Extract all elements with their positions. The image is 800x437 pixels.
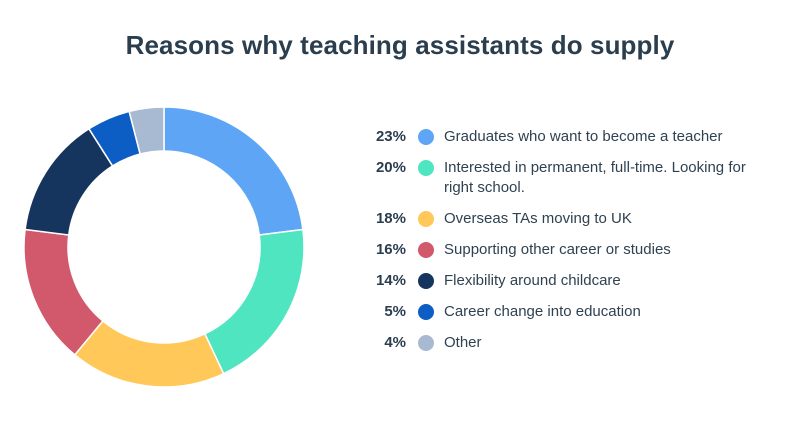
donut-slice — [163, 106, 304, 236]
donut-slice — [73, 319, 225, 388]
legend-label: Interested in permanent, full-time. Look… — [444, 159, 746, 196]
legend-percent: 4% — [384, 334, 406, 351]
legend-label: Graduates who want to become a teacher — [444, 128, 723, 145]
legend-percent: 16% — [375, 241, 406, 258]
legend-percent: 18% — [375, 210, 406, 227]
legend-item: 14% Flexibility around childcare — [360, 271, 780, 291]
legend-color-dot — [418, 304, 434, 320]
legend-label: Flexibility around childcare — [444, 272, 621, 289]
legend-color-dot — [418, 211, 434, 227]
legend-label: Overseas TAs moving to UK — [444, 210, 632, 227]
donut-chart — [23, 106, 305, 388]
legend-color-dot — [418, 160, 434, 176]
legend-item: 16% Supporting other career or studies — [360, 240, 780, 260]
donut-slice — [203, 228, 305, 375]
legend-label: Supporting other career or studies — [444, 241, 671, 258]
legend-color-dot — [418, 242, 434, 258]
legend-color-dot — [418, 273, 434, 289]
legend-percent: 5% — [384, 303, 406, 320]
legend-item: 4% Other — [360, 333, 780, 353]
legend-color-dot — [418, 129, 434, 145]
legend-percent: 23% — [375, 128, 406, 145]
legend-item: 5% Career change into education — [360, 302, 780, 322]
legend-percent: 20% — [375, 159, 406, 176]
donut-slice — [128, 106, 165, 155]
legend-label: Career change into education — [444, 303, 641, 320]
legend-item: 18% Overseas TAs moving to UK — [360, 209, 780, 229]
legend-item: 23% Graduates who want to become a teache… — [360, 127, 780, 147]
legend-color-dot — [418, 335, 434, 351]
legend-item: 20% Interested in permanent, full-time. L… — [360, 158, 780, 198]
chart-legend: 23% Graduates who want to become a teache… — [360, 127, 780, 364]
donut-slice — [23, 228, 104, 356]
chart-title: Reasons why teaching assistants do suppl… — [125, 30, 675, 60]
legend-percent: 14% — [375, 272, 406, 289]
legend-label: Other — [444, 334, 482, 351]
